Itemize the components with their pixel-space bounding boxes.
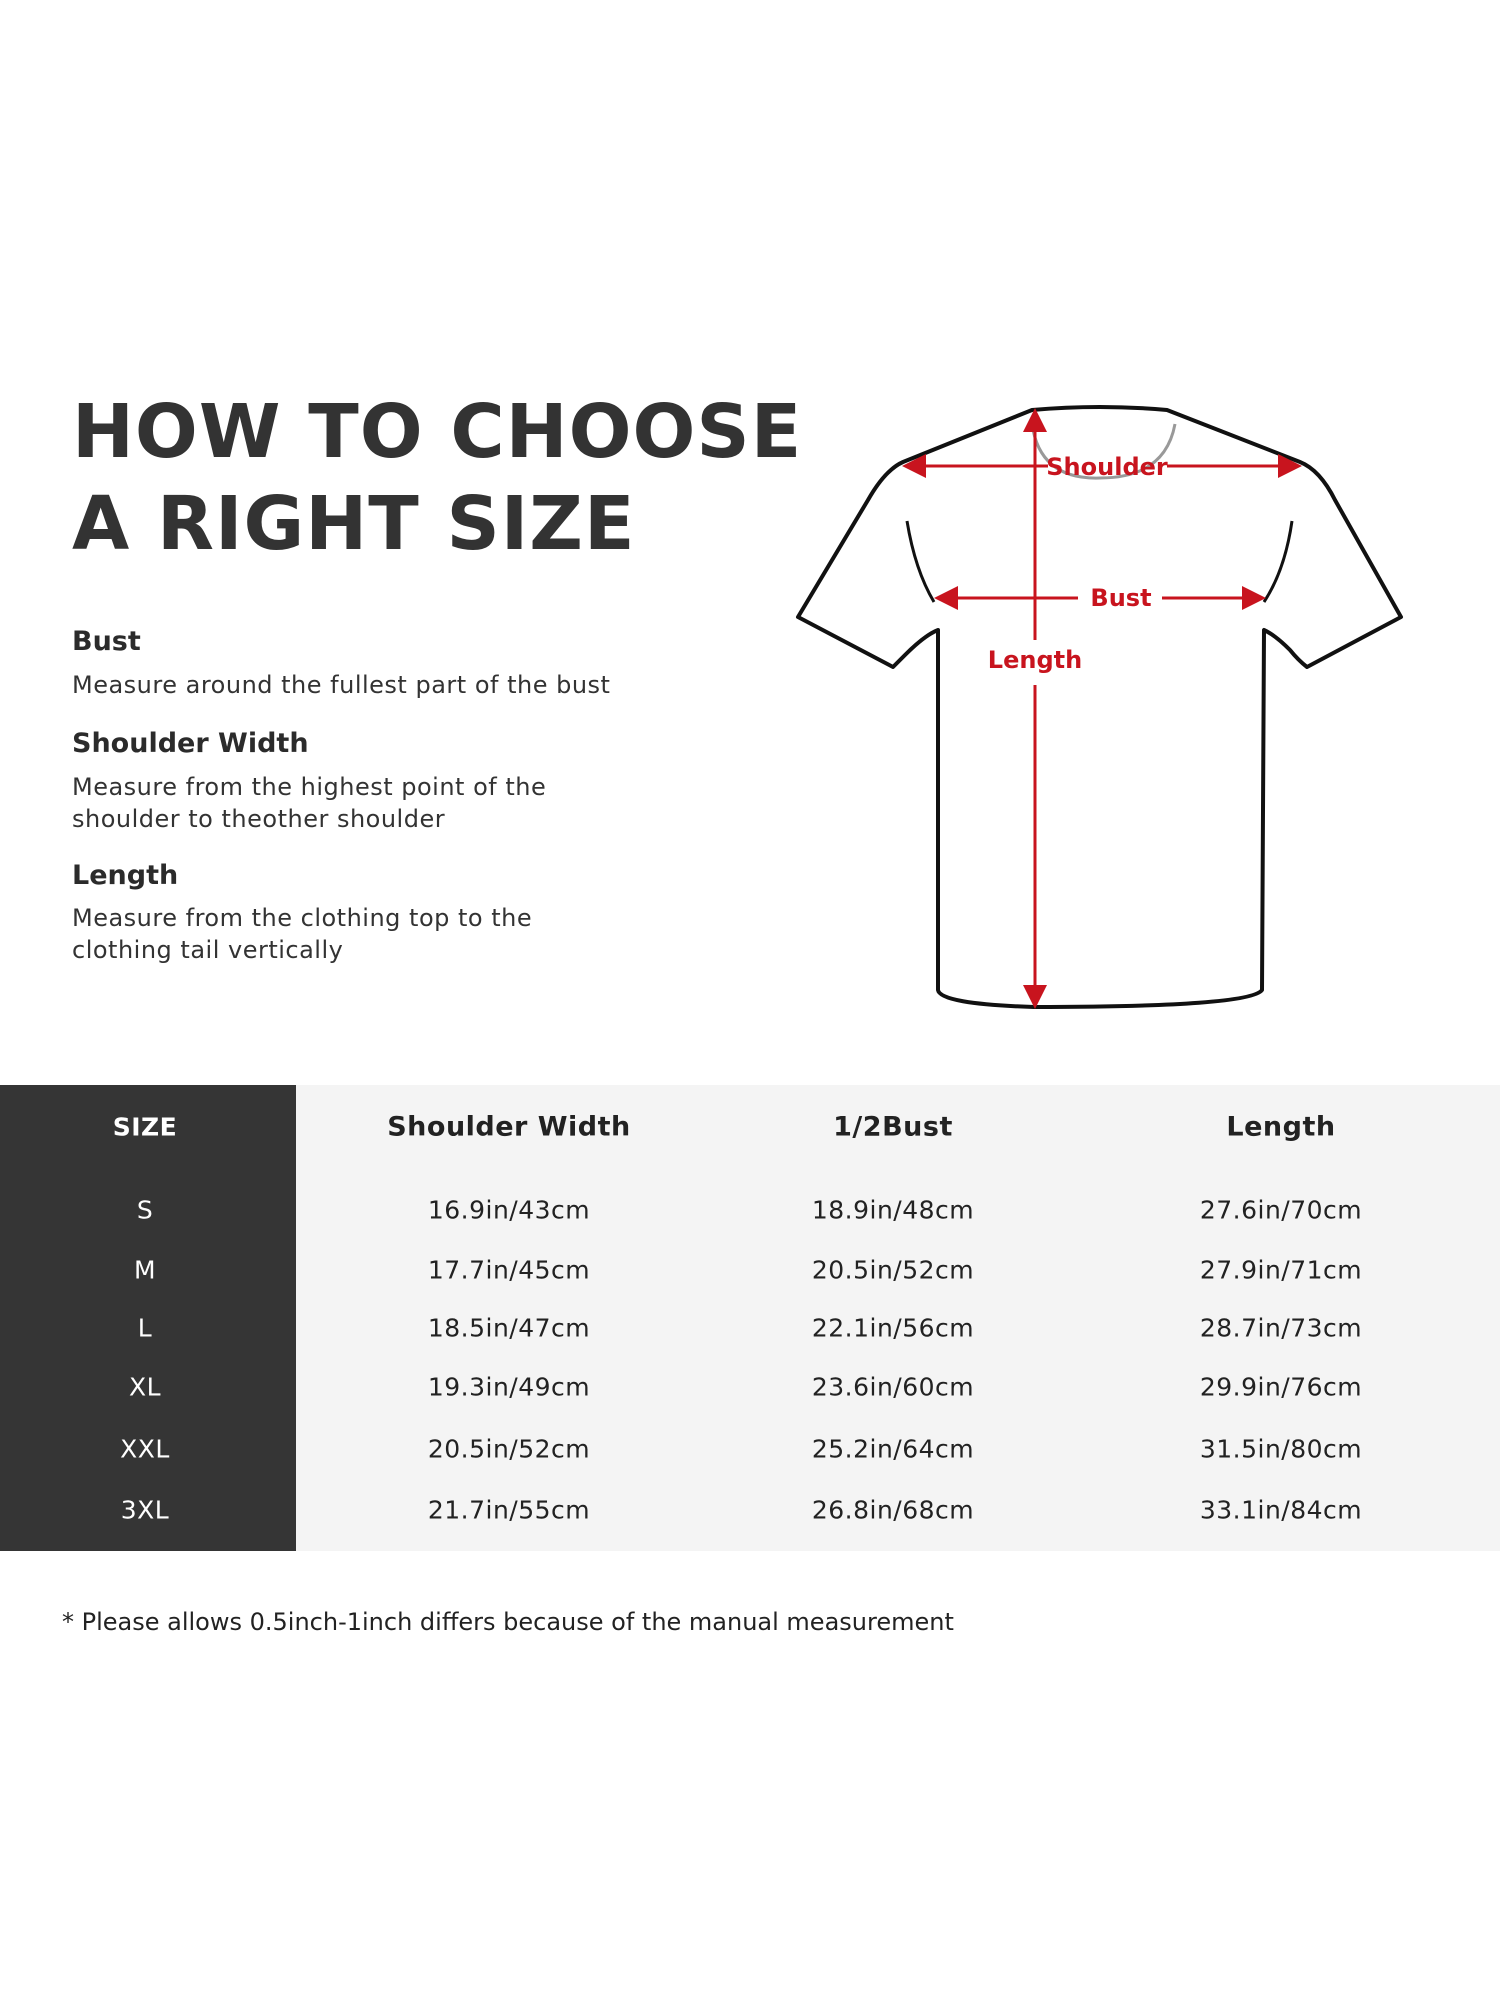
cell-shoulder-width: 19.3in/49cm bbox=[427, 1372, 591, 1402]
size-table: SIZE Shoulder Width 1/2Bust Length S 16.9in/4… bbox=[0, 1085, 1500, 1551]
page-title-line-1: HOW TO CHOOSE bbox=[72, 389, 803, 475]
cell-shoulder-width: 21.7in/55cm bbox=[427, 1495, 591, 1525]
guide-bust-desc: Measure around the fullest part of the b… bbox=[72, 671, 611, 699]
guide-length-desc-1: Measure from the clothing top to the bbox=[72, 904, 533, 932]
cell-size: XXL bbox=[120, 1434, 170, 1464]
cell-size: M bbox=[133, 1255, 157, 1285]
guide-bust-title: Bust bbox=[72, 626, 141, 657]
cell-length: 31.5in/80cm bbox=[1199, 1434, 1363, 1464]
cell-shoulder-width: 18.5in/47cm bbox=[427, 1313, 591, 1343]
guide-shoulder-desc-2: shoulder to theother shoulder bbox=[72, 805, 446, 833]
page-title-line-2: A RIGHT SIZE bbox=[72, 481, 636, 567]
cell-shoulder-width: 20.5in/52cm bbox=[427, 1434, 591, 1464]
header-shoulder-width: Shoulder Width bbox=[387, 1111, 631, 1143]
cell-length: 28.7in/73cm bbox=[1199, 1313, 1363, 1343]
cell-shoulder-width: 16.9in/43cm bbox=[427, 1195, 591, 1225]
guide-length-title: Length bbox=[72, 860, 179, 891]
tshirt-diagram: Shoulder Bust Length bbox=[796, 405, 1403, 1009]
header-half-bust: 1/2Bust bbox=[833, 1111, 953, 1143]
tshirt-outline bbox=[796, 405, 1403, 1009]
size-column-bg bbox=[0, 1085, 296, 1551]
cell-half-bust: 23.6in/60cm bbox=[811, 1372, 975, 1402]
cell-length: 29.9in/76cm bbox=[1199, 1372, 1363, 1402]
bust-label: Bust bbox=[1090, 584, 1151, 612]
cell-half-bust: 26.8in/68cm bbox=[811, 1495, 975, 1525]
cell-size: XL bbox=[128, 1372, 162, 1402]
cell-shoulder-width: 17.7in/45cm bbox=[427, 1255, 591, 1285]
cell-half-bust: 18.9in/48cm bbox=[811, 1195, 975, 1225]
cell-half-bust: 20.5in/52cm bbox=[811, 1255, 975, 1285]
cell-size: L bbox=[137, 1313, 153, 1343]
cell-half-bust: 22.1in/56cm bbox=[811, 1313, 975, 1343]
length-label: Length bbox=[988, 646, 1082, 674]
guide-shoulder-title: Shoulder Width bbox=[72, 728, 309, 759]
cell-length: 27.6in/70cm bbox=[1199, 1195, 1363, 1225]
header-size: SIZE bbox=[112, 1112, 178, 1142]
cell-size: 3XL bbox=[120, 1495, 170, 1525]
shoulder-label: Shoulder bbox=[1046, 453, 1168, 481]
guide-length-desc-2: clothing tail vertically bbox=[72, 936, 344, 964]
cell-length: 33.1in/84cm bbox=[1199, 1495, 1363, 1525]
header-length: Length bbox=[1226, 1111, 1336, 1143]
cell-length: 27.9in/71cm bbox=[1199, 1255, 1363, 1285]
footnote: * Please allows 0.5inch-1inch differs be… bbox=[62, 1608, 954, 1636]
guide-shoulder-desc-1: Measure from the highest point of the bbox=[72, 773, 547, 801]
cell-half-bust: 25.2in/64cm bbox=[811, 1434, 975, 1464]
cell-size: S bbox=[136, 1195, 154, 1225]
